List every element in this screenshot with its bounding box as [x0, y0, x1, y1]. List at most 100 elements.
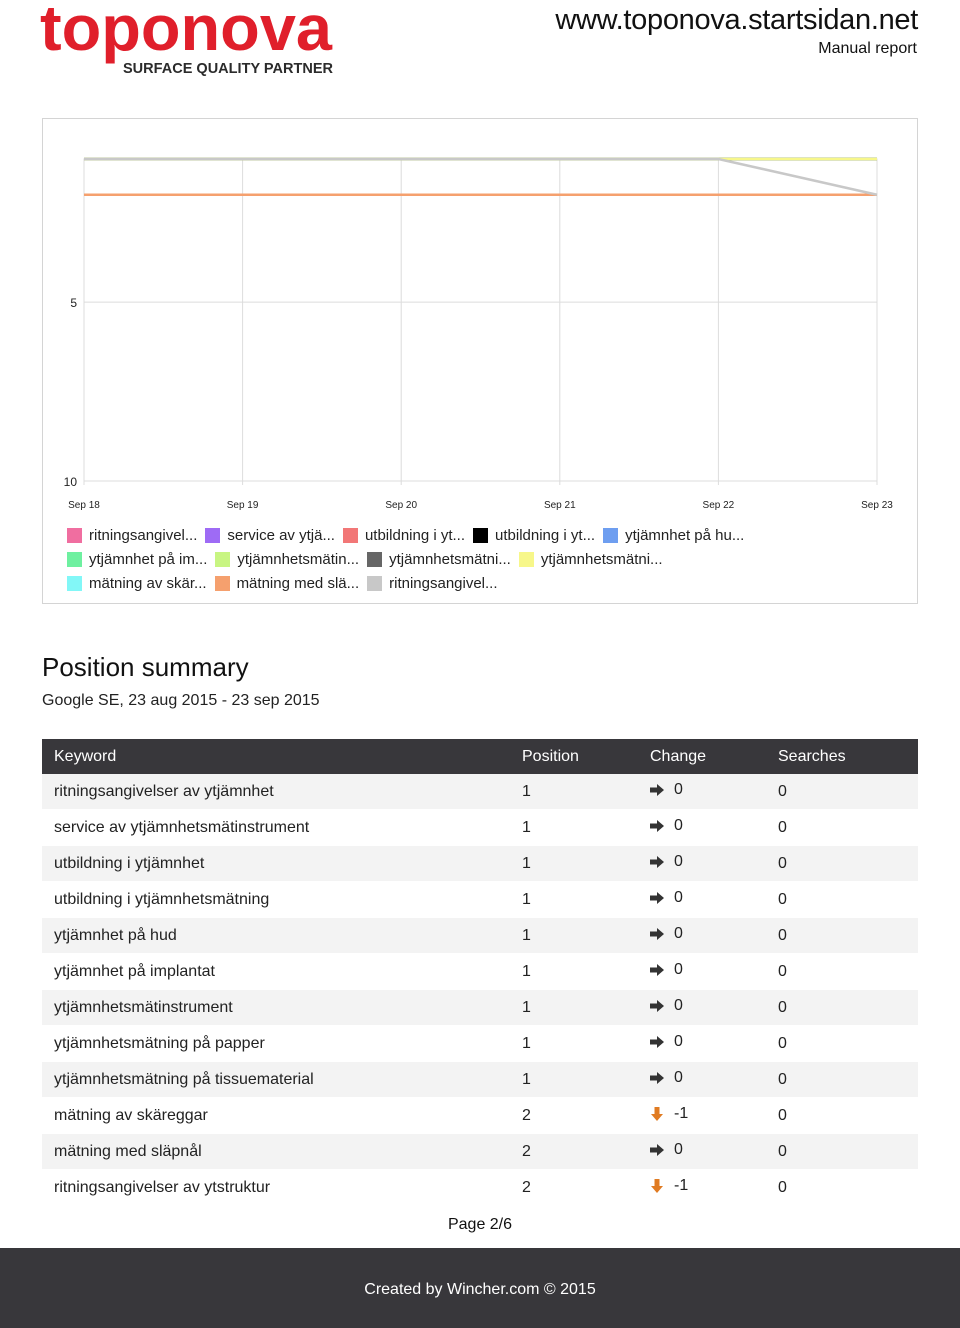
legend-item[interactable]: ytjämnhet på hu... [603, 527, 744, 544]
change-cell: 0 [638, 1133, 766, 1170]
change-number: 0 [674, 889, 683, 906]
x-tick-label: Sep 18 [68, 500, 100, 511]
legend-label: ytjämnhetsmätin... [237, 550, 360, 568]
change-cell: 0 [638, 953, 766, 990]
legend-swatch [473, 527, 489, 543]
y-tick-label: 10 [64, 475, 78, 489]
arrow-down-icon [651, 1107, 663, 1121]
col-position: Position [510, 739, 638, 774]
keyword-cell: ytjämnhet på implantat [42, 953, 510, 990]
x-tick-label: Sep 21 [544, 500, 576, 511]
change-number: 0 [674, 1141, 683, 1158]
legend-item[interactable]: ritningsangivel... [367, 575, 498, 592]
logo-tagline: SURFACE QUALITY PARTNER [123, 60, 333, 77]
position-cell: 2 [510, 1133, 638, 1170]
change-cell: -1 [638, 1097, 766, 1134]
footer-credit: Created by Wincher.com © 2015 [364, 1281, 596, 1298]
searches-cell: 0 [766, 881, 918, 918]
legend-label: ytjämnhetsmätni... [540, 550, 663, 568]
arrow-right-icon [650, 820, 664, 832]
position-cell: 1 [510, 917, 638, 954]
table-header-row: Keyword Position Change Searches [42, 739, 918, 774]
keyword-cell: mätning med släpnål [42, 1133, 510, 1170]
plot-area [83, 158, 878, 482]
x-tick-label: Sep 19 [227, 500, 259, 511]
change-value: 0 [650, 817, 683, 835]
change-number: 0 [674, 817, 683, 834]
legend-swatch [67, 575, 82, 591]
x-tick-label: Sep 20 [385, 500, 417, 511]
table-row: ritningsangivelser av ytstruktur 2 -1 0 [42, 1169, 918, 1206]
change-cell: 0 [638, 989, 766, 1026]
legend-swatch [603, 527, 619, 543]
searches-cell: 0 [766, 1169, 918, 1206]
legend-item[interactable]: mätning med slä... [214, 574, 360, 592]
col-searches: Searches [766, 739, 918, 774]
chart-legend: ritningsangivel... service av ytjä... utbi… [67, 523, 897, 595]
keyword-cell: ritningsangivelser av ytjämnhet [42, 774, 510, 810]
arrow-right-icon [650, 1000, 664, 1012]
legend-item[interactable]: mätning av skär... [67, 575, 207, 592]
change-value: 0 [650, 781, 683, 799]
change-cell: 0 [638, 809, 766, 846]
legend-item[interactable]: ytjämnhetsmätni... [518, 550, 663, 568]
searches-cell: 0 [766, 917, 918, 954]
position-cell: 1 [510, 809, 638, 846]
change-cell: 0 [638, 1025, 766, 1062]
change-cell: 0 [638, 881, 766, 918]
change-number: 0 [674, 781, 683, 798]
table-row: utbildning i ytjämnhetsmätning 1 0 0 [42, 881, 918, 918]
table-row: ytjämnhet på implantat 1 0 0 [42, 953, 918, 990]
keyword-cell: ritningsangivelser av ytstruktur [42, 1169, 510, 1206]
searches-cell: 0 [766, 1097, 918, 1134]
summary-title: Position summary [42, 652, 249, 682]
table-row: ytjämnhetsmätning på papper 1 0 0 [42, 1025, 918, 1062]
legend-label: ytjämnhetsmätni... [389, 550, 511, 568]
legend-swatch [214, 575, 230, 591]
legend-label: utbildning i yt... [364, 526, 466, 544]
footer-bar [0, 1248, 960, 1328]
position-cell: 2 [510, 1169, 638, 1206]
legend-item[interactable]: ytjämnhet på im... [67, 551, 207, 568]
change-value: 0 [650, 925, 683, 943]
chart-plot: 5 10 Sep 18 Sep 19 Sep 20 Sep 21 Sep 22 Sep 23 [64, 157, 893, 511]
legend-label: ytjämnhet på hu... [625, 526, 745, 544]
arrow-right-icon [650, 928, 664, 940]
position-summary-table: Keyword Position Change Searches ritning… [42, 739, 918, 1206]
change-number: 0 [674, 961, 683, 978]
legend-item[interactable]: service av ytjä... [205, 527, 335, 544]
searches-cell: 0 [766, 989, 918, 1026]
arrow-right-icon [650, 1036, 664, 1048]
site-url: www.toponova.startsidan.net [555, 4, 918, 36]
summary-subtitle: Google SE, 23 aug 2015 - 23 sep 2015 [42, 692, 320, 709]
legend-swatch [367, 575, 383, 591]
legend-label: utbildning i yt... [495, 526, 596, 544]
legend-item[interactable]: ytjämnhetsmätin... [215, 551, 359, 568]
legend-row: mätning av skär... mätning med slä... ritn… [67, 571, 897, 595]
change-value: -1 [650, 1105, 688, 1123]
arrow-right-icon [650, 892, 664, 904]
searches-cell: 0 [766, 1133, 918, 1170]
change-number: -1 [674, 1105, 689, 1122]
legend-item[interactable]: ytjämnhetsmätni... [367, 551, 511, 568]
toponova-logo: toponova SURFACE QUALITY PARTNER [40, 0, 333, 77]
legend-item[interactable]: utbildning i yt... [342, 526, 466, 544]
keyword-cell: ytjämnhetsmätinstrument [42, 989, 510, 1026]
arrow-right-icon [650, 784, 664, 796]
legend-row: ytjämnhet på im... ytjämnhetsmätin... ytjä… [67, 547, 897, 571]
change-value: -1 [650, 1177, 688, 1195]
series-line [84, 157, 878, 196]
arrow-right-icon [650, 964, 664, 976]
legend-item[interactable]: utbildning i yt... [473, 527, 595, 544]
legend-row: ritningsangivel... service av ytjä... utbi… [67, 523, 897, 547]
searches-cell: 0 [766, 774, 918, 810]
legend-item[interactable]: ritningsangivel... [67, 527, 197, 544]
legend-label: ytjämnhet på im... [89, 550, 208, 568]
change-number: 0 [674, 997, 683, 1014]
searches-cell: 0 [766, 1061, 918, 1098]
searches-cell: 0 [766, 809, 918, 846]
legend-label: mätning med slä... [236, 574, 360, 592]
position-chart: 5 10 Sep 18 Sep 19 Sep 20 Sep 21 Sep 22 Sep 23 … [42, 118, 918, 604]
arrow-right-icon [650, 1072, 664, 1084]
change-value: 0 [650, 889, 683, 907]
